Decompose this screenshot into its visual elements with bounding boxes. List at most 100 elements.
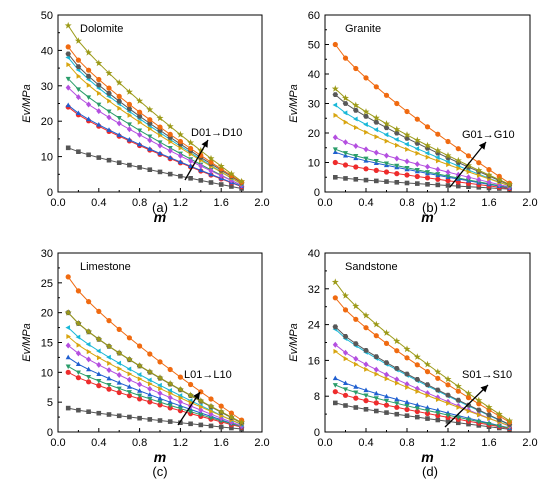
data-point: [116, 386, 122, 392]
data-point: [352, 302, 360, 310]
data-point: [394, 142, 400, 148]
data-point: [75, 375, 81, 381]
data-point: [434, 368, 442, 375]
data-point: [363, 348, 369, 353]
series-1: [65, 145, 244, 191]
data-point: [65, 274, 71, 280]
trend-arrow: [444, 384, 489, 428]
data-point: [147, 377, 152, 383]
panel-caption: (c): [152, 464, 167, 479]
trend-arrow: [177, 391, 201, 426]
data-point: [198, 178, 204, 183]
data-point: [167, 147, 173, 154]
series-range-label: D01→D10: [191, 127, 242, 139]
data-point: [394, 411, 400, 417]
data-point: [147, 417, 153, 422]
data-point: [342, 334, 349, 339]
data-point: [403, 131, 411, 138]
data-point: [404, 355, 410, 361]
x-axis-label: m: [421, 209, 433, 225]
data-point: [486, 167, 492, 173]
data-point: [65, 405, 71, 411]
data-point: [343, 119, 349, 125]
series-10: [331, 85, 513, 188]
series-4: [65, 364, 245, 430]
data-point: [383, 120, 390, 127]
data-point: [384, 376, 390, 382]
data-point: [65, 369, 71, 375]
data-point: [333, 175, 338, 180]
data-point: [116, 98, 122, 104]
data-point: [332, 341, 338, 348]
data-point: [465, 161, 472, 169]
data-point: [198, 422, 204, 428]
data-point: [353, 316, 359, 322]
data-point: [342, 94, 349, 102]
data-point: [353, 164, 359, 170]
y-tick-label: 16: [308, 355, 320, 367]
data-point: [126, 376, 132, 383]
data-point: [106, 114, 112, 121]
series-line: [67, 104, 242, 187]
data-point: [66, 333, 71, 340]
data-point: [96, 108, 102, 115]
data-point: [363, 146, 369, 153]
data-point: [363, 75, 369, 81]
series-2: [332, 389, 513, 431]
y-tick-label: 0: [47, 427, 53, 439]
data-point: [218, 182, 224, 187]
data-point: [342, 151, 349, 156]
data-point: [176, 130, 184, 138]
data-point: [177, 138, 183, 145]
data-point: [208, 171, 214, 177]
data-point: [404, 172, 410, 178]
data-point: [137, 376, 143, 382]
data-point: [66, 62, 71, 68]
data-point: [147, 399, 153, 405]
series-5: [332, 341, 513, 430]
data-point: [167, 366, 173, 373]
data-point: [394, 171, 400, 177]
data-point: [363, 398, 369, 404]
panel-caption: (b): [422, 200, 438, 215]
data-point: [126, 390, 132, 395]
data-point: [446, 400, 451, 406]
data-point: [65, 354, 71, 360]
data-point: [96, 371, 102, 376]
data-point: [444, 151, 452, 159]
data-point: [125, 88, 133, 95]
data-point: [435, 158, 441, 164]
data-point: [374, 371, 380, 377]
data-point: [86, 349, 92, 355]
data-point: [424, 141, 431, 149]
data-point: [476, 412, 482, 418]
data-point: [238, 418, 246, 426]
data-point: [136, 362, 144, 369]
y-tick-label: 10: [41, 367, 53, 379]
data-point: [117, 366, 122, 372]
y-tick-label: 20: [41, 308, 53, 320]
data-point: [177, 374, 183, 380]
data-point: [166, 380, 174, 387]
data-point: [218, 403, 224, 409]
data-point: [475, 396, 483, 404]
data-point: [126, 126, 132, 133]
data-point: [137, 109, 143, 115]
data-point: [415, 150, 421, 156]
data-point: [65, 76, 71, 82]
data-point: [146, 105, 154, 113]
series-8: [65, 310, 245, 426]
data-point: [466, 408, 472, 414]
data-point: [157, 418, 163, 423]
x-tick-label: 0.4: [358, 437, 373, 449]
data-point: [127, 414, 132, 420]
series-3: [65, 102, 245, 189]
data-point: [107, 98, 112, 104]
data-point: [342, 387, 349, 392]
data-point: [394, 366, 400, 371]
data-point: [353, 355, 359, 362]
data-point: [137, 343, 143, 349]
data-point: [353, 361, 359, 367]
x-axis-label: m: [154, 449, 166, 465]
data-point: [126, 335, 132, 341]
